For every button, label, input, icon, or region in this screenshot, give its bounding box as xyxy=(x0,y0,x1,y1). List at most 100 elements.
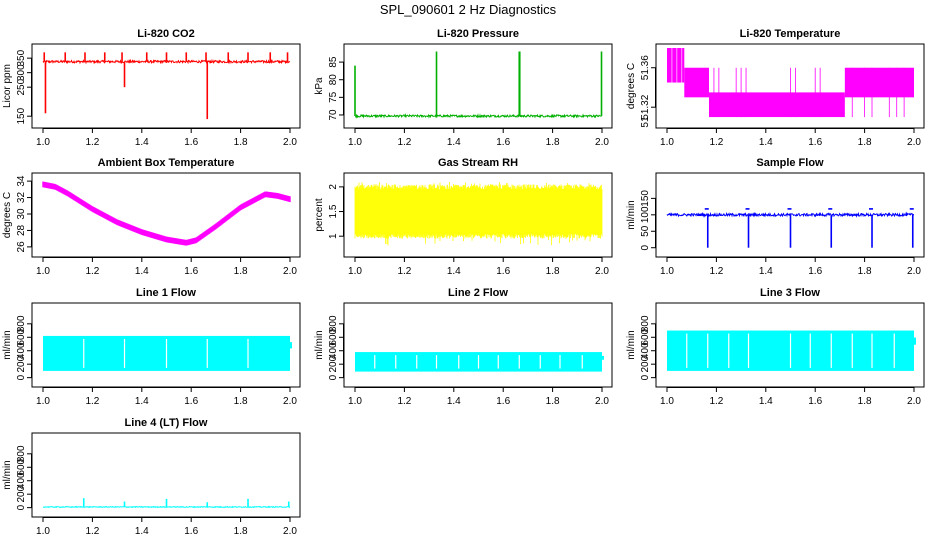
x-tick-label: 1.6 xyxy=(184,137,198,148)
y-axis-label: ml/min xyxy=(2,330,13,359)
panel-title: Sample Flow xyxy=(756,157,824,169)
x-tick-label: 1.4 xyxy=(759,266,773,277)
step-band xyxy=(844,67,914,98)
y-tick-label: 300 xyxy=(16,64,27,81)
y-tick-label: 75 xyxy=(328,91,339,103)
y-tick-label: 400 xyxy=(16,342,27,359)
y-tick-label: 400 xyxy=(328,342,339,359)
y-axis-label: kPa xyxy=(314,77,325,95)
y-tick-label: 800 xyxy=(16,315,27,332)
y-axis-label: degrees C xyxy=(626,63,637,109)
y-axis-label: ml/min xyxy=(626,330,637,359)
x-tick-label: 1.2 xyxy=(85,266,99,277)
x-tick-label: 1.0 xyxy=(36,137,50,148)
y-tick-label: 0 xyxy=(16,374,27,380)
x-tick-label: 1.8 xyxy=(858,266,872,277)
y-axis-label: percent xyxy=(314,198,325,232)
x-tick-label: 1.6 xyxy=(496,396,510,407)
x-tick-label: 1.2 xyxy=(397,266,411,277)
x-tick-label: 1.2 xyxy=(709,396,723,407)
series-line1 xyxy=(43,335,292,371)
series-rh xyxy=(354,182,603,246)
y-axis-label: Licor ppm xyxy=(2,64,13,108)
x-tick-label: 2.0 xyxy=(283,266,297,277)
y-tick-label: 600 xyxy=(328,328,339,345)
panel-title: Gas Stream RH xyxy=(438,157,518,169)
y-tick-label: 800 xyxy=(328,315,339,332)
x-tick-label: 1.0 xyxy=(660,137,674,148)
x-tick-label: 1.6 xyxy=(184,266,198,277)
y-tick-label: 32 xyxy=(16,192,27,204)
x-tick-label: 1.4 xyxy=(759,137,773,148)
panel-title: Line 4 (LT) Flow xyxy=(125,417,208,429)
panel-title: Li-820 CO2 xyxy=(137,28,194,40)
x-tick-label: 1.0 xyxy=(36,396,50,407)
x-tick-label: 1.8 xyxy=(546,266,560,277)
series-line3 xyxy=(667,330,916,371)
y-tick-label: 1.5 xyxy=(328,204,339,218)
y-tick-label: 0 xyxy=(640,374,651,380)
x-tick-label: 1.4 xyxy=(135,137,149,148)
panel-rh: Gas Stream RH percent 1.0 1.2 1.4 1.6 1.8 2.0 1 1… xyxy=(314,157,613,277)
panel-sample: Sample Flow ml/min 1.0 1.2 1.4 1.6 1.8 2.0 0 50 10… xyxy=(626,157,925,277)
y-tick-label: 150 xyxy=(640,190,651,207)
x-tick-label: 1.0 xyxy=(660,396,674,407)
y-tick-label: 70 xyxy=(328,109,339,121)
x-tick-label: 1.6 xyxy=(496,266,510,277)
x-tick-label: 1.8 xyxy=(546,396,560,407)
y-tick-label: 600 xyxy=(16,328,27,345)
y-tick-label: 51.36 xyxy=(640,55,651,80)
x-tick-label: 2.0 xyxy=(283,137,297,148)
y-tick-label: 800 xyxy=(16,445,27,462)
panel-line2: Line 2 Flow ml/min 1.0 1.2 1.4 1.6 1.8 2.0 0 2004… xyxy=(314,287,613,407)
x-tick-label: 1.4 xyxy=(447,266,461,277)
x-tick-label: 1.4 xyxy=(135,526,149,537)
panel-co2: Li-820 CO2 Licor ppm 1.0 1.2 1.4 1.6 1.8 2.0 150… xyxy=(2,28,301,148)
x-tick-label: 1.0 xyxy=(36,526,50,537)
figure-title: SPL_090601 2 Hz Diagnostics xyxy=(380,2,557,17)
step-band xyxy=(708,92,845,118)
y-tick-label: 0 xyxy=(16,504,27,510)
y-tick-label: 600 xyxy=(640,328,651,345)
x-tick-label: 1.6 xyxy=(808,266,822,277)
x-tick-label: 2.0 xyxy=(595,396,609,407)
y-tick-label: 30 xyxy=(16,208,27,220)
y-tick-label: 50 xyxy=(640,225,651,237)
panel-line1: Line 1 Flow ml/min 1.0 1.2 1.4 1.6 1.8 2.0 0 2004… xyxy=(2,287,301,407)
x-tick-label: 1.6 xyxy=(808,396,822,407)
x-tick-label: 2.0 xyxy=(595,137,609,148)
x-tick-label: 1.4 xyxy=(135,396,149,407)
step-band xyxy=(684,67,709,98)
y-tick-label: 400 xyxy=(640,342,651,359)
x-tick-label: 1.2 xyxy=(397,137,411,148)
y-tick-label: 800 xyxy=(640,315,651,332)
x-tick-label: 1.4 xyxy=(447,396,461,407)
y-tick-label: 200 xyxy=(16,355,27,372)
x-tick-label: 1.4 xyxy=(135,266,149,277)
y-tick-label: 350 xyxy=(16,49,27,66)
y-tick-label: 150 xyxy=(16,107,27,124)
series-sample xyxy=(666,208,914,248)
x-tick-label: 1.8 xyxy=(234,137,248,148)
y-tick-label: 600 xyxy=(16,458,27,475)
panel-title: Line 1 Flow xyxy=(136,287,196,299)
panel-title: Li-820 Temperature xyxy=(740,28,841,40)
x-tick-label: 1.2 xyxy=(397,396,411,407)
x-tick-label: 1.6 xyxy=(496,137,510,148)
series-co2 xyxy=(42,52,291,120)
y-tick-label: 0 xyxy=(640,244,651,250)
x-tick-label: 1.2 xyxy=(85,396,99,407)
y-axis-label: degrees C xyxy=(2,192,13,238)
series-line xyxy=(354,113,603,119)
y-tick-label: 250 xyxy=(16,78,27,95)
y-axis-label: ml/min xyxy=(314,330,325,359)
x-tick-label: 1.0 xyxy=(348,396,362,407)
x-tick-label: 2.0 xyxy=(283,526,297,537)
x-tick-label: 1.6 xyxy=(184,526,198,537)
y-tick-label: 51.32 xyxy=(640,94,651,119)
panel-ambient: Ambient Box Temperature degrees C 1.0 1.2 1.… xyxy=(2,157,301,277)
series-temperature xyxy=(667,48,914,118)
panel-line4: Line 4 (LT) Flow ml/min 1.0 1.2 1.4 1.6 1.8 2.0… xyxy=(2,417,301,537)
x-tick-label: 2.0 xyxy=(907,266,921,277)
